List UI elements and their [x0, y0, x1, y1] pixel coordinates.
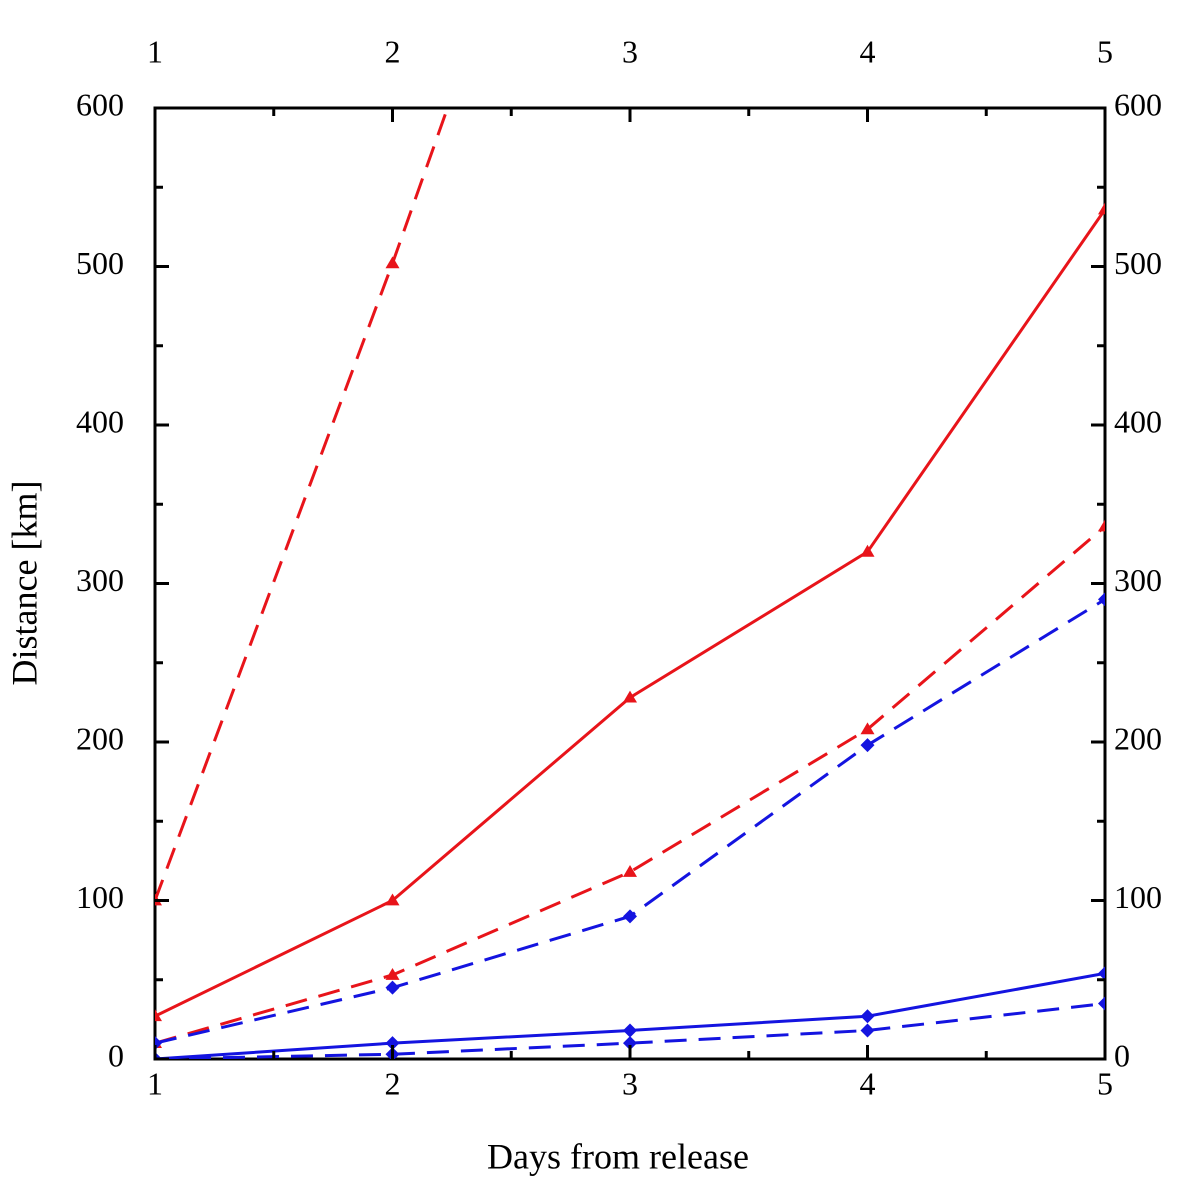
- x-tick-label: 4: [860, 1065, 876, 1101]
- series-marker: [1098, 996, 1105, 1011]
- x-tick-label-top: 3: [622, 33, 638, 69]
- x-tick-label: 2: [385, 1065, 401, 1101]
- series-marker: [385, 1036, 400, 1051]
- series-marker: [623, 1036, 637, 1051]
- x-tick-label: 3: [622, 1065, 638, 1101]
- plot-area: [155, 108, 1105, 1059]
- series-marker: [860, 1009, 875, 1024]
- series-marker: [385, 980, 400, 995]
- y-tick-label: 500: [76, 245, 124, 281]
- series-marker: [860, 544, 875, 557]
- series-marker: [860, 722, 875, 735]
- series-marker: [155, 1036, 162, 1051]
- y-tick-label-right: 0: [1114, 1037, 1130, 1073]
- y-tick-label-right: 500: [1114, 245, 1162, 281]
- y-axis-label: Distance [km]: [4, 481, 44, 686]
- y-tick-label: 100: [76, 879, 124, 915]
- series-marker: [385, 893, 400, 906]
- series-marker: [155, 1052, 162, 1059]
- series-marker: [623, 909, 637, 924]
- y-tick-label: 0: [108, 1037, 124, 1073]
- series-line: [155, 108, 450, 902]
- series-marker: [385, 967, 400, 980]
- series-marker: [623, 690, 637, 703]
- y-tick-label-right: 200: [1114, 720, 1162, 756]
- y-tick-label-right: 600: [1114, 86, 1162, 122]
- series-marker: [1098, 966, 1105, 981]
- series-marker: [1098, 519, 1105, 532]
- series-line: [155, 208, 1105, 1018]
- series-marker: [155, 1009, 162, 1022]
- y-tick-label: 200: [76, 720, 124, 756]
- series-marker: [623, 1023, 637, 1038]
- series-line: [155, 1002, 1105, 1059]
- series-marker: [623, 864, 637, 877]
- series-line: [155, 525, 1105, 1045]
- x-axis-label: Days from release: [487, 1136, 749, 1176]
- x-tick-label: 1: [147, 1065, 163, 1101]
- y-tick-label: 400: [76, 403, 124, 439]
- y-tick-label: 600: [76, 86, 124, 122]
- series-marker: [385, 256, 400, 269]
- x-tick-label-top: 5: [1097, 33, 1113, 69]
- series-line: [155, 598, 1105, 1045]
- series-marker: [1098, 592, 1105, 607]
- y-tick-label: 300: [76, 562, 124, 598]
- y-tick-label-right: 300: [1114, 562, 1162, 598]
- x-tick-label-top: 1: [147, 33, 163, 69]
- x-tick-label-top: 2: [385, 33, 401, 69]
- y-tick-label-right: 400: [1114, 403, 1162, 439]
- series-marker: [1098, 202, 1105, 215]
- series-marker: [860, 1023, 875, 1038]
- series-marker: [860, 738, 875, 753]
- x-tick-label-top: 4: [860, 33, 876, 69]
- x-tick-label: 5: [1097, 1065, 1113, 1101]
- y-tick-label-right: 100: [1114, 879, 1162, 915]
